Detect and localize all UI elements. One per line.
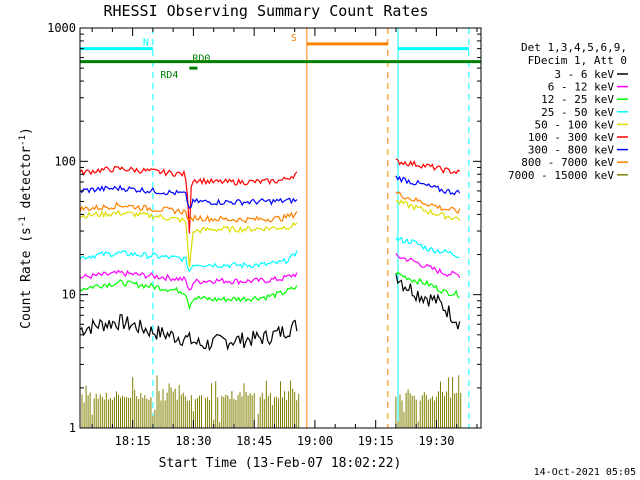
series-trace: [395, 158, 461, 175]
series-5: [80, 158, 461, 234]
series-trace: [395, 175, 461, 196]
series-trace: [80, 375, 300, 428]
footer-date: 14-Oct-2021 05:05: [534, 467, 636, 478]
y-tick-label: 10: [62, 288, 76, 302]
legend-entry: 800 - 7000 keV: [521, 156, 614, 169]
x-axis-label: Start Time (13-Feb-07 18:02:22): [159, 456, 402, 471]
y-tick-label: 100: [54, 154, 76, 168]
marker-label-rd4: RD4: [160, 70, 178, 81]
x-tick-label: 18:45: [236, 434, 272, 448]
series-1: [80, 253, 461, 291]
x-tick-label: 19:30: [418, 434, 454, 448]
series-trace: [80, 184, 298, 209]
legend-entry: 100 - 300 keV: [528, 131, 614, 144]
legend-entry: 3 - 6 keV: [554, 68, 614, 81]
series-trace: [395, 253, 461, 279]
legend-entry: 50 - 100 keV: [535, 118, 615, 131]
legend-entry: 300 - 800 keV: [528, 144, 614, 157]
series-6: [80, 175, 461, 209]
series-7: [80, 191, 461, 224]
series-trace: [80, 269, 298, 291]
x-tick-label: 19:00: [297, 434, 333, 448]
state-label-s: S: [291, 33, 297, 44]
plot-frame: [79, 27, 482, 429]
marker-label-rd0: RD0: [192, 54, 210, 65]
y-tick-label: 1000: [47, 21, 76, 35]
series-3: [80, 236, 460, 273]
series-trace: [80, 201, 298, 224]
series-trace: [395, 199, 461, 221]
series-trace: [80, 209, 298, 268]
legend-entry: 6 - 12 keV: [548, 81, 615, 94]
legend-entry: 7000 - 15000 keV: [508, 169, 614, 182]
y-tick-label: 1: [69, 421, 76, 435]
series-trace: [80, 250, 298, 273]
plot-area: N S RD0 RD4: [80, 28, 481, 428]
y-axis-label: Count Rate (s-1 detector-1): [18, 127, 34, 329]
series-trace: [395, 375, 462, 428]
series-0: [80, 273, 461, 352]
y-axis: 1 10 100 1000: [47, 21, 481, 435]
series-trace: [80, 166, 298, 234]
series-trace: [395, 271, 460, 298]
legend-entry: 12 - 25 keV: [541, 93, 614, 106]
y-axis-label-superscript: -1: [18, 135, 28, 146]
state-label-n: N: [143, 38, 149, 49]
x-tick-label: 18:30: [175, 434, 211, 448]
series-trace: [395, 191, 461, 215]
series-8: [80, 375, 462, 428]
series-4: [80, 199, 461, 268]
x-tick-label: 18:15: [115, 434, 151, 448]
x-tick-label: 19:15: [358, 434, 394, 448]
legend-header-line-1: Det 1,3,4,5,6,9,: [521, 41, 627, 54]
series-trace: [80, 279, 298, 311]
y-axis-label-superscript: -1: [18, 216, 28, 227]
legend: Det 1,3,4,5,6,9, FDecim 1, Att 0 3 - 6 k…: [508, 41, 628, 182]
legend-header-line-2: FDecim 1, Att 0: [528, 54, 627, 67]
series-trace: [395, 236, 460, 259]
series-2: [80, 271, 460, 311]
legend-entry: 25 - 50 keV: [541, 106, 614, 119]
series-trace: [80, 314, 298, 352]
series-trace: [395, 273, 461, 330]
x-axis: 18:15 18:30 18:45 19:00 19:15 19:30: [91, 28, 478, 448]
chart-title: RHESSI Observing Summary Count Rates: [103, 2, 428, 20]
